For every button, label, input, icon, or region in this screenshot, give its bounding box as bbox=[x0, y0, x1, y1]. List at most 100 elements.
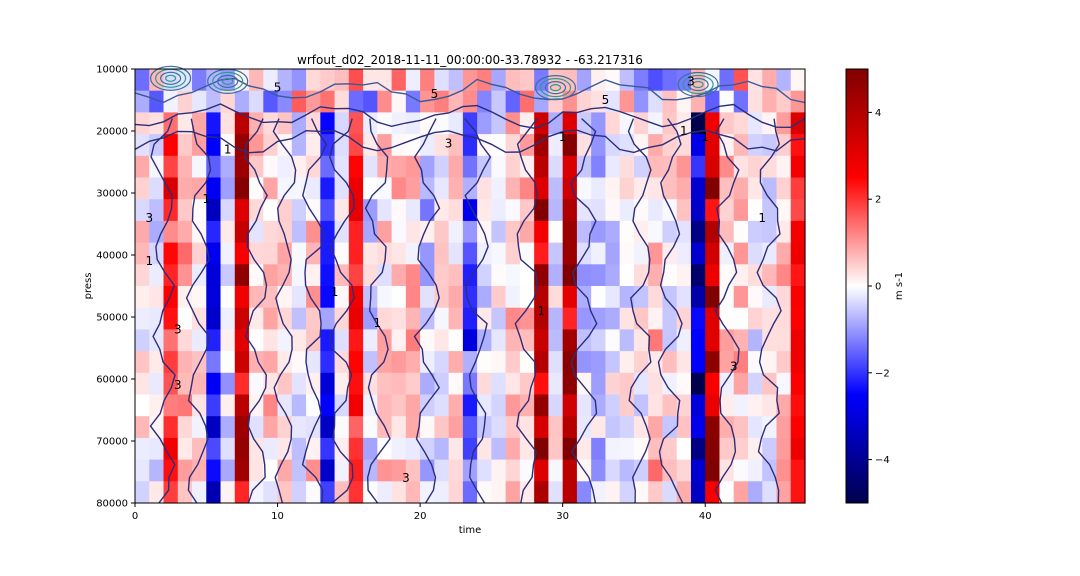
heatmap-cell bbox=[220, 199, 236, 222]
heatmap-cell bbox=[648, 286, 664, 309]
heatmap-cell bbox=[534, 416, 550, 439]
x-tick-label: 30 bbox=[556, 511, 569, 522]
heatmap-cell bbox=[163, 437, 179, 461]
contour-line bbox=[682, 74, 714, 95]
heatmap-cell bbox=[405, 220, 421, 244]
heatmap-cell bbox=[263, 329, 279, 352]
heatmap-cell bbox=[277, 134, 293, 157]
heatmap-cell bbox=[291, 416, 307, 439]
heatmap-cell bbox=[377, 437, 393, 461]
heatmap-cell bbox=[320, 394, 336, 417]
heatmap-cell bbox=[776, 329, 792, 352]
heatmap-cell bbox=[662, 459, 678, 482]
heatmap-cell bbox=[135, 329, 150, 352]
heatmap-cell bbox=[320, 112, 336, 135]
heatmap-cell bbox=[391, 112, 407, 135]
heatmap-cell bbox=[263, 351, 279, 374]
heatmap-cell bbox=[505, 481, 521, 504]
heatmap-cell bbox=[705, 329, 721, 352]
heatmap-cell bbox=[220, 220, 236, 244]
heatmap-cell bbox=[348, 307, 364, 330]
heatmap-cell bbox=[733, 437, 749, 461]
heatmap-cell bbox=[676, 242, 692, 265]
heatmap-cell bbox=[534, 437, 550, 461]
heatmap-cell bbox=[405, 286, 421, 309]
heatmap-cell bbox=[747, 372, 763, 396]
heatmap-cell bbox=[576, 112, 592, 135]
heatmap-cell bbox=[790, 394, 806, 417]
heatmap-cell bbox=[576, 394, 592, 417]
heatmap-cell bbox=[633, 394, 649, 417]
contour-line bbox=[243, 118, 269, 504]
heatmap-cell bbox=[548, 264, 564, 287]
heatmap-cell bbox=[434, 351, 450, 374]
heatmap-cell bbox=[377, 372, 393, 396]
heatmap-cell bbox=[562, 90, 578, 113]
heatmap-cell bbox=[448, 286, 464, 309]
heatmap-cell bbox=[576, 372, 592, 396]
heatmap-cell bbox=[662, 134, 678, 157]
y-tick-label: 20000 bbox=[96, 127, 128, 138]
heatmap-cell bbox=[562, 329, 578, 352]
heatmap-cell bbox=[448, 329, 464, 352]
heatmap-cell bbox=[177, 307, 193, 330]
heatmap-cell bbox=[405, 134, 421, 157]
heatmap-cell bbox=[519, 459, 535, 482]
contour-line bbox=[150, 65, 192, 91]
heatmap-cell bbox=[619, 437, 635, 461]
heatmap-cell bbox=[705, 437, 721, 461]
heatmap-cell bbox=[491, 394, 507, 417]
heatmap-cell bbox=[648, 394, 664, 417]
contour-line bbox=[570, 118, 598, 504]
heatmap-cell bbox=[548, 134, 564, 157]
heatmap-cell bbox=[220, 69, 236, 92]
heatmap-cell bbox=[206, 90, 222, 113]
heatmap-cell bbox=[690, 177, 706, 200]
heatmap-cell bbox=[519, 286, 535, 309]
heatmap-cell bbox=[733, 264, 749, 287]
heatmap-cell bbox=[605, 351, 621, 374]
heatmap-cell bbox=[747, 199, 763, 222]
contour-label: 1 bbox=[202, 192, 210, 206]
heatmap-cell bbox=[548, 220, 564, 244]
heatmap-cell bbox=[220, 264, 236, 287]
heatmap-cell bbox=[420, 264, 435, 287]
heatmap-cell bbox=[448, 112, 464, 135]
heatmap-cell bbox=[562, 286, 578, 309]
heatmap-cell bbox=[548, 351, 564, 374]
heatmap-cell bbox=[519, 264, 535, 287]
heatmap-cell bbox=[733, 394, 749, 417]
heatmap-cell bbox=[605, 481, 621, 504]
heatmap-cell bbox=[149, 220, 165, 244]
heatmap-cell bbox=[420, 307, 435, 330]
heatmap-cell bbox=[477, 351, 492, 374]
heatmap-cell bbox=[591, 307, 607, 330]
heatmap-cell bbox=[534, 286, 550, 309]
heatmap-cell bbox=[306, 481, 321, 504]
heatmap-cell bbox=[619, 481, 635, 504]
heatmap-cell bbox=[762, 177, 778, 200]
heatmap-cell bbox=[135, 286, 150, 309]
heatmap-cell bbox=[363, 177, 378, 200]
heatmap-cell bbox=[334, 199, 350, 222]
heatmap-cell bbox=[448, 69, 464, 92]
contour-line bbox=[272, 118, 297, 504]
heatmap-cell bbox=[605, 90, 621, 113]
heatmap-cell bbox=[291, 199, 307, 222]
heatmap-cell bbox=[505, 372, 521, 396]
heatmap-cell bbox=[434, 112, 450, 135]
heatmap-cell bbox=[249, 155, 264, 179]
heatmap-cell bbox=[762, 481, 778, 504]
contour-line bbox=[534, 74, 577, 101]
heatmap-cell bbox=[676, 372, 692, 396]
heatmap-cell bbox=[747, 286, 763, 309]
heatmap-cell bbox=[391, 155, 407, 179]
heatmap-cell bbox=[747, 155, 763, 179]
heatmap-cell bbox=[605, 220, 621, 244]
heatmap-cell bbox=[576, 177, 592, 200]
contour-line bbox=[413, 118, 441, 504]
heatmap-cell bbox=[135, 199, 150, 222]
heatmap-cell bbox=[790, 69, 806, 92]
heatmap-cell bbox=[363, 351, 378, 374]
contour-line bbox=[756, 118, 782, 504]
